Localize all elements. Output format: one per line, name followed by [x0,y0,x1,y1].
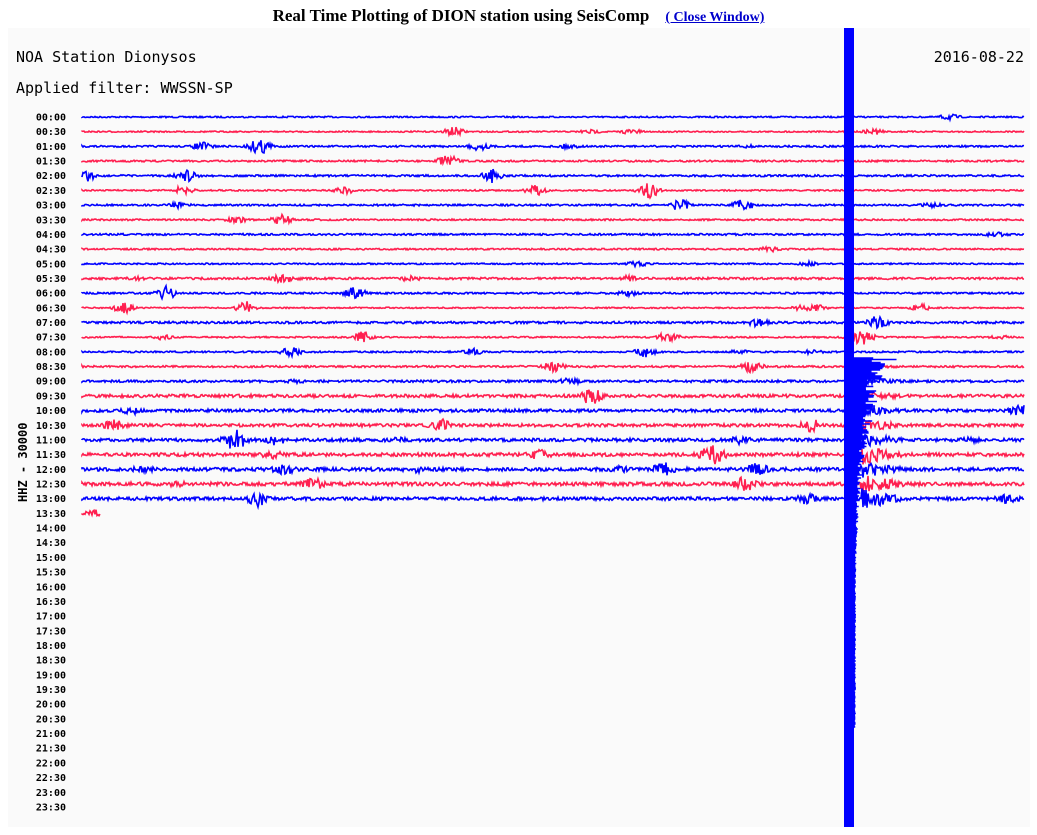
earthquake-saturated-signal [844,28,854,827]
trace-row [81,330,1025,346]
row-time-label: 00:00 [36,113,66,124]
header: Real Time Plotting of DION station using… [0,6,1037,26]
row-time-label: 21:30 [36,744,66,755]
trace-row [81,126,1025,138]
row-time-label: 04:30 [36,245,66,256]
trace-row [81,403,1025,418]
row-time-label: 07:30 [36,333,66,344]
page-title: Real Time Plotting of DION station using… [272,6,650,25]
plot-date: 2016-08-22 [933,48,1024,66]
row-time-label: 10:30 [36,421,66,432]
filter-label: Applied filter: WWSSN-SP [16,79,233,97]
trace-row [81,154,1025,167]
row-time-label: 19:30 [36,685,66,696]
trace-row [81,508,101,518]
row-time-label: 02:30 [36,186,66,197]
row-time-label: 15:00 [36,553,66,564]
row-time-label: 23:30 [36,802,66,813]
row-time-label: 04:00 [36,230,66,241]
trace-row [81,475,1025,493]
row-time-label: 14:00 [36,524,66,535]
trace-row [81,230,1025,239]
row-time-label: 17:00 [36,612,66,623]
row-time-label: 03:00 [36,201,66,212]
row-time-label: 21:00 [36,729,66,740]
trace-row [81,283,1025,301]
trace-row [81,346,1025,360]
row-time-label: 14:30 [36,538,66,549]
row-time-label: 20:30 [36,714,66,725]
trace-row [81,461,1025,478]
row-time-label: 22:30 [36,773,66,784]
row-time-label: 20:00 [36,700,66,711]
row-time-label: 07:00 [36,318,66,329]
trace-row [81,429,1025,449]
trace-row [81,389,1025,404]
row-time-label: 19:00 [36,670,66,681]
channel-label: HHZ - 30000 [16,422,30,502]
row-time-label: 18:30 [36,656,66,667]
row-time-label: 15:30 [36,568,66,579]
helicorder-plot: 00:00 00:30 01:00 01:30 02:00 02:30 03:00 03:30… [8,28,1030,827]
row-time-label: 03:30 [36,215,66,226]
row-time-label: 16:00 [36,582,66,593]
row-time-label: 01:30 [36,157,66,168]
row-time-label: 10:00 [36,406,66,417]
row-time-label: 06:00 [36,289,66,300]
earthquake-coda [854,357,897,728]
trace-row [81,245,1025,254]
trace-row [81,445,1025,466]
trace-row [81,416,1025,434]
trace-row [81,301,1025,316]
row-time-label: 23:00 [36,788,66,799]
row-time-label: 05:30 [36,274,66,285]
row-time-label: 11:00 [36,435,66,446]
helicorder-svg: 00:00 00:30 01:00 01:30 02:00 02:30 03:00 03:30… [36,28,1025,827]
trace-row [81,272,1025,285]
trace-row [81,140,1025,155]
row-time-label: 00:30 [36,127,66,138]
row-time-label: 22:00 [36,758,66,769]
row-time-label: 09:00 [36,377,66,388]
close-window-link[interactable]: ( Close Window) [665,10,765,25]
trace-row [81,183,1025,200]
trace-row [81,314,1025,330]
trace-row [81,488,1025,511]
row-time-label: 06:30 [36,303,66,314]
row-time-label: 08:30 [36,362,66,373]
trace-row [81,168,1025,183]
row-time-label: 13:30 [36,509,66,520]
row-time-label: 01:00 [36,142,66,153]
trace-row [81,212,1025,226]
row-time-label: 05:00 [36,259,66,270]
row-time-label: 18:00 [36,641,66,652]
row-time-label: 16:30 [36,597,66,608]
row-time-label: 17:30 [36,626,66,637]
row-time-label: 12:00 [36,465,66,476]
row-time-label: 11:30 [36,450,66,461]
row-time-label: 12:30 [36,480,66,491]
station-name: NOA Station Dionysos [16,48,197,66]
trace-row [81,258,1025,269]
row-time-label: 09:30 [36,391,66,402]
row-time-label: 13:00 [36,494,66,505]
row-time-label: 08:00 [36,347,66,358]
trace-row [81,113,1025,123]
row-time-label: 02:00 [36,171,66,182]
trace-row [81,198,1025,211]
